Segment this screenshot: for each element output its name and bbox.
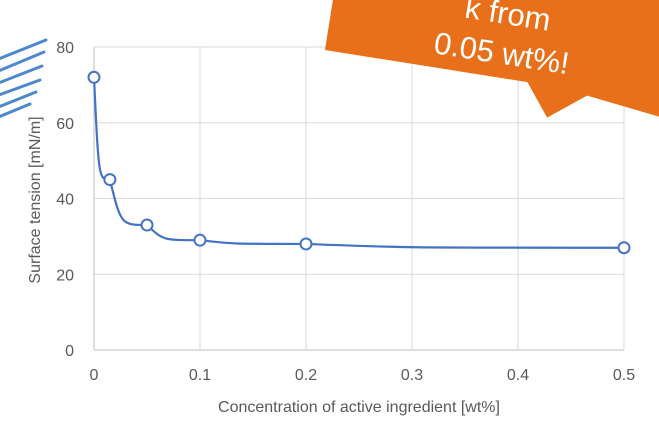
y-tick-label: 40 — [56, 192, 74, 209]
data-point — [87, 70, 101, 84]
axes: 0 20 40 60 80 0 0.1 0.2 0.3 0.4 0.5 — [56, 40, 635, 384]
x-tick-label: 0.1 — [189, 367, 211, 384]
y-axis-title: Surface tension [mN/m] — [27, 116, 44, 283]
x-tick-label: 0.5 — [613, 367, 635, 384]
x-tick-label: 0.3 — [401, 367, 423, 384]
data-point — [103, 173, 117, 187]
y-tick-label: 60 — [56, 116, 74, 133]
series-layer — [87, 70, 631, 255]
x-axis-title: Concentration of active ingredient [wt%] — [218, 399, 500, 416]
x-tick-label: 0.4 — [507, 367, 529, 384]
x-tick-label: 0 — [90, 367, 99, 384]
y-tick-label: 80 — [56, 40, 74, 57]
data-point — [617, 241, 631, 255]
data-point — [193, 233, 207, 247]
y-tick-label: 20 — [56, 267, 74, 284]
x-tick-label: 0.2 — [295, 367, 317, 384]
decorative-blue-streaks — [0, 38, 48, 118]
y-tick-label: 0 — [65, 343, 74, 360]
gridlines — [93, 46, 625, 351]
data-point — [140, 218, 154, 232]
data-point — [299, 237, 313, 251]
